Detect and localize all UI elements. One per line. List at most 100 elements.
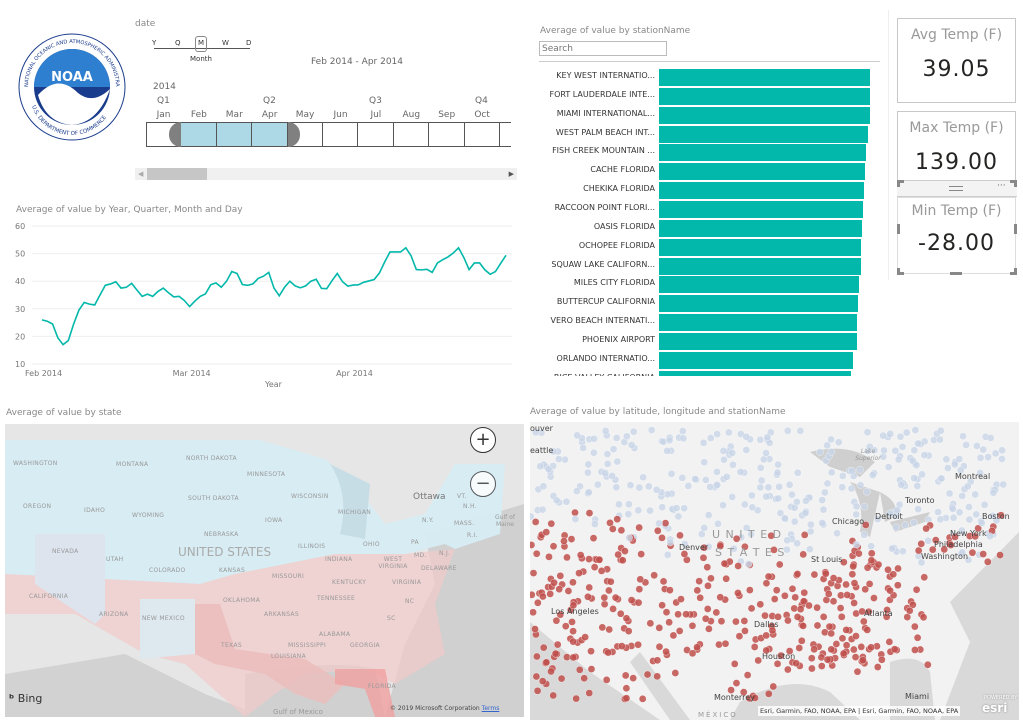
station-bubble[interactable]	[821, 569, 830, 578]
station-bubble[interactable]	[827, 435, 835, 444]
station-bubble[interactable]	[756, 435, 765, 444]
station-bubble[interactable]	[859, 656, 867, 664]
station-bubble[interactable]	[917, 558, 926, 567]
station-bubble[interactable]	[976, 454, 985, 462]
station-bubble[interactable]	[579, 444, 587, 452]
bar[interactable]	[659, 238, 862, 256]
station-bubble[interactable]	[827, 447, 836, 456]
station-bubble[interactable]	[748, 491, 756, 500]
station-bubble[interactable]	[585, 689, 594, 697]
station-bubble[interactable]	[600, 593, 609, 602]
bar[interactable]	[659, 200, 864, 218]
station-bubble[interactable]	[863, 487, 871, 496]
zoom-out-button[interactable]: −	[470, 471, 496, 497]
station-bubble[interactable]	[560, 537, 568, 545]
station-bubble[interactable]	[922, 524, 930, 533]
station-search-input[interactable]	[539, 41, 667, 56]
station-bubble[interactable]	[679, 434, 688, 443]
station-bubble[interactable]	[867, 542, 875, 550]
station-bubble[interactable]	[764, 483, 773, 492]
station-bubble[interactable]	[848, 570, 857, 578]
station-bubble[interactable]	[567, 535, 576, 543]
station-bubble[interactable]	[564, 587, 573, 595]
station-bubble[interactable]	[762, 492, 770, 501]
station-bubble[interactable]	[748, 503, 757, 512]
station-bubble[interactable]	[634, 598, 643, 607]
station-bubble[interactable]	[951, 460, 959, 469]
station-bubble[interactable]	[839, 472, 847, 480]
station-bubble[interactable]	[867, 556, 876, 565]
station-bubble[interactable]	[716, 593, 725, 602]
line-chart[interactable]: 10 20 30 40 50 60 Feb 2014 Mar 2014 Apr 2014 Year	[0, 215, 520, 395]
station-bubble[interactable]	[917, 540, 926, 548]
station-bubble[interactable]	[773, 660, 782, 668]
station-bubble[interactable]	[984, 453, 992, 461]
station-bubble[interactable]	[878, 655, 886, 664]
station-bubble[interactable]	[646, 506, 654, 515]
station-bubble[interactable]	[885, 638, 894, 646]
station-bubble[interactable]	[568, 618, 576, 626]
station-bubble[interactable]	[542, 528, 551, 536]
station-bubble[interactable]	[913, 482, 922, 490]
station-bubble[interactable]	[840, 558, 848, 567]
station-bubble[interactable]	[806, 527, 815, 536]
station-bubble[interactable]	[818, 519, 827, 527]
bar[interactable]	[659, 163, 866, 181]
bar[interactable]	[659, 314, 858, 332]
station-bubble[interactable]	[825, 622, 834, 631]
station-bubble[interactable]	[867, 549, 876, 558]
station-bubble[interactable]	[629, 674, 637, 682]
zoom-in-button[interactable]: +	[470, 427, 496, 453]
station-bubble[interactable]	[775, 560, 784, 569]
range-handle-right[interactable]	[287, 122, 300, 147]
station-bubble[interactable]	[823, 655, 832, 664]
station-bubble[interactable]	[807, 520, 815, 529]
station-bubble[interactable]	[563, 553, 571, 562]
station-bubble[interactable]	[751, 694, 759, 702]
station-bubble[interactable]	[807, 654, 816, 663]
bar-row[interactable]: RICE VALLEY CALIFORNIA	[540, 370, 880, 376]
station-bubble[interactable]	[703, 563, 712, 571]
bar-row[interactable]: MIAMI INTERNATIONAL...	[540, 106, 880, 124]
station-bubble[interactable]	[539, 643, 548, 652]
station-bubble[interactable]	[937, 474, 946, 483]
station-bubble[interactable]	[850, 645, 858, 654]
station-bubble[interactable]	[549, 447, 558, 456]
station-bubble[interactable]	[600, 600, 609, 609]
station-bubble[interactable]	[533, 652, 541, 661]
station-bubble[interactable]	[810, 645, 818, 654]
station-bubble[interactable]	[839, 649, 848, 658]
station-bubble[interactable]	[591, 520, 599, 528]
station-bubble[interactable]	[569, 653, 578, 662]
station-bubble[interactable]	[792, 659, 801, 668]
station-bubble[interactable]	[802, 497, 810, 505]
station-bubble[interactable]	[530, 608, 537, 617]
station-bubble[interactable]	[788, 490, 796, 499]
station-bubble[interactable]	[732, 534, 741, 543]
station-bubble[interactable]	[959, 432, 967, 440]
station-bubble[interactable]	[914, 505, 922, 513]
state-filled-map[interactable]: WASHINGTON MONTANA NORTH DAKOTA MINNESOTA OR…	[5, 424, 524, 717]
station-bubble[interactable]	[622, 694, 631, 703]
station-bubble[interactable]	[569, 578, 577, 587]
station-bubble[interactable]	[893, 506, 901, 515]
bar[interactable]	[659, 295, 858, 313]
station-bubble[interactable]	[947, 541, 955, 549]
station-bubble[interactable]	[601, 469, 610, 477]
station-bubble[interactable]	[615, 500, 623, 509]
station-bubble[interactable]	[762, 631, 771, 640]
station-bubble[interactable]	[590, 448, 598, 457]
station-bubble[interactable]	[894, 581, 902, 590]
station-bubble[interactable]	[735, 632, 744, 640]
min-temp-card[interactable]: Min Temp (F) -28.00	[897, 197, 1016, 274]
station-bubble[interactable]	[912, 461, 921, 469]
station-bubble[interactable]	[722, 574, 730, 583]
station-bubble[interactable]	[740, 617, 749, 625]
station-bubble[interactable]	[770, 546, 778, 554]
station-bubble[interactable]	[770, 595, 779, 603]
station-bubble[interactable]	[796, 605, 805, 613]
bar-row[interactable]: CHEKIKA FLORIDA	[540, 182, 880, 200]
station-bubble[interactable]	[682, 610, 690, 619]
station-bubble[interactable]	[790, 503, 799, 512]
station-bubble[interactable]	[729, 461, 737, 469]
